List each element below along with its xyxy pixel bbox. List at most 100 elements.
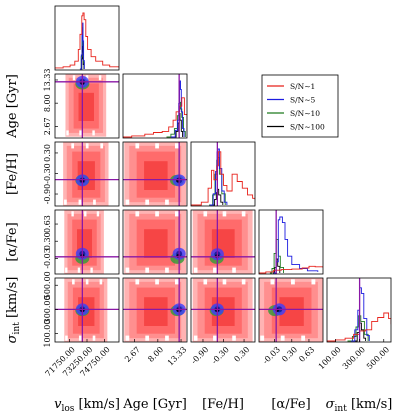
- density-notch: [155, 279, 159, 285]
- density-notch: [241, 279, 246, 285]
- hist-line-sigma-SN1: [327, 312, 391, 342]
- y-axis-label-sigma: σint [km/s]: [5, 277, 22, 344]
- histogram-afe: [259, 210, 323, 274]
- x-tick-label-feh: 0.30: [232, 345, 251, 364]
- density-notch: [213, 335, 217, 341]
- density-notch: [125, 267, 130, 273]
- density-notch: [135, 279, 140, 285]
- histogram-feh: [191, 142, 255, 206]
- density-notch: [175, 211, 179, 217]
- histogram-age: [123, 74, 187, 138]
- x-tick-label-age: 13.33: [166, 345, 189, 368]
- panel-frame: [122, 141, 188, 207]
- density-notch: [71, 211, 74, 217]
- density-notch: [98, 75, 102, 81]
- density-notch: [155, 143, 159, 149]
- x-tick-label-sigma: 100.00: [317, 345, 343, 371]
- density-notch: [84, 211, 87, 217]
- scatter-sigma-vs-vlos: [55, 278, 119, 342]
- y-tick-label-feh: -0.30: [43, 163, 52, 184]
- panels-layer: [54, 5, 392, 343]
- density-notch: [85, 279, 89, 285]
- density-notch: [65, 335, 68, 341]
- panel-frame-feh: [190, 141, 256, 207]
- hist-line-age-SN1: [123, 97, 187, 138]
- density-notch: [165, 267, 169, 273]
- hist-line-afe-SN5: [273, 216, 319, 274]
- panel-frame-age: [122, 73, 188, 139]
- density-notch: [135, 211, 140, 217]
- panel-frame-afe: [258, 209, 324, 275]
- y-tick-label-age: 8.00: [43, 94, 52, 112]
- x-tick-label-age: 2.67: [123, 345, 142, 364]
- hist-line-afe-SN1: [259, 265, 323, 274]
- scatter-afe-vs-vlos: [55, 210, 119, 274]
- panel-frame: [258, 277, 324, 343]
- x-axis-label-age: Age [Gyr]: [122, 397, 187, 412]
- y-tick-label-afe: 0.30: [43, 232, 52, 250]
- density-notch: [311, 279, 316, 285]
- hist-line-sigma-SN100: [354, 322, 367, 342]
- density-notch: [66, 130, 69, 136]
- panel-frame: [54, 209, 120, 275]
- density-notch: [155, 211, 159, 217]
- density-notch: [100, 143, 104, 149]
- x-axis-label-feh: [Fe/H]: [202, 397, 244, 412]
- density-notch: [72, 75, 76, 81]
- scatter-afe-vs-feh: [191, 210, 255, 274]
- x-tick-label-afe: -0.03: [261, 345, 282, 366]
- scatter-sigma-vs-afe: [259, 278, 323, 342]
- density-notch: [222, 211, 227, 217]
- red-density-core: [144, 229, 168, 258]
- density-notch: [193, 267, 198, 273]
- scatter-feh-vs-vlos: [55, 142, 119, 206]
- panel-frame-sigma: [326, 277, 392, 343]
- scatter-feh-vs-age: [123, 142, 187, 206]
- density-notch: [92, 335, 96, 341]
- density-notch: [280, 335, 285, 341]
- density-notch: [135, 143, 140, 149]
- x-axis-label-afe: [α/Fe]: [271, 397, 310, 412]
- scatter-sigma-vs-feh: [191, 278, 255, 342]
- density-notch: [175, 279, 179, 285]
- density-notch: [145, 267, 150, 273]
- density-notch: [260, 335, 265, 341]
- panel-frame: [190, 277, 256, 343]
- density-notch: [77, 267, 81, 273]
- density-notch: [145, 199, 150, 205]
- x-tick-label-feh: -0.30: [210, 345, 231, 366]
- density-notch: [222, 279, 227, 285]
- density-notch: [90, 267, 93, 273]
- axis-labels-layer: vlos [km/s] Age [Gyr] [Fe/H] [α/Fe] σint [km…: [5, 74, 392, 414]
- x-tick-label-feh: -0.90: [189, 345, 210, 366]
- density-notch: [93, 199, 96, 205]
- y-axis-label-age: Age [Gyr]: [5, 74, 20, 139]
- red-density-core: [144, 161, 168, 190]
- density-notch: [99, 279, 103, 285]
- panel-frame: [54, 73, 120, 139]
- y-axis-label-afe: [α/Fe]: [5, 222, 20, 261]
- y-tick-label-age: 2.67: [43, 117, 52, 135]
- density-notch: [65, 267, 68, 273]
- density-notch: [193, 335, 198, 341]
- density-notch: [145, 335, 150, 341]
- density-notch: [64, 199, 67, 205]
- y-tick-label-feh: -0.90: [43, 184, 52, 205]
- y-axis-label-feh: [Fe/H]: [5, 153, 20, 195]
- density-notch: [291, 279, 295, 285]
- panel-frame: [54, 141, 120, 207]
- hist-line-sigma-SN10: [347, 315, 369, 342]
- scatter-age-vs-vlos: [55, 74, 119, 138]
- scatter-sigma-vs-age: [123, 278, 187, 342]
- x-tick-label-sigma: 500.00: [365, 345, 391, 371]
- density-notch: [85, 143, 89, 149]
- histogram-vlos: [55, 12, 119, 70]
- density-notch: [72, 279, 75, 285]
- panel-frame-vlos: [54, 5, 120, 71]
- density-notch: [125, 199, 130, 205]
- scatter-afe-vs-age: [123, 210, 187, 274]
- legend-label-2: S/N∼10: [290, 109, 320, 118]
- x-axis-label-sigma: σint [km/s]: [326, 397, 393, 414]
- hist-line-vlos-SN1: [55, 12, 119, 69]
